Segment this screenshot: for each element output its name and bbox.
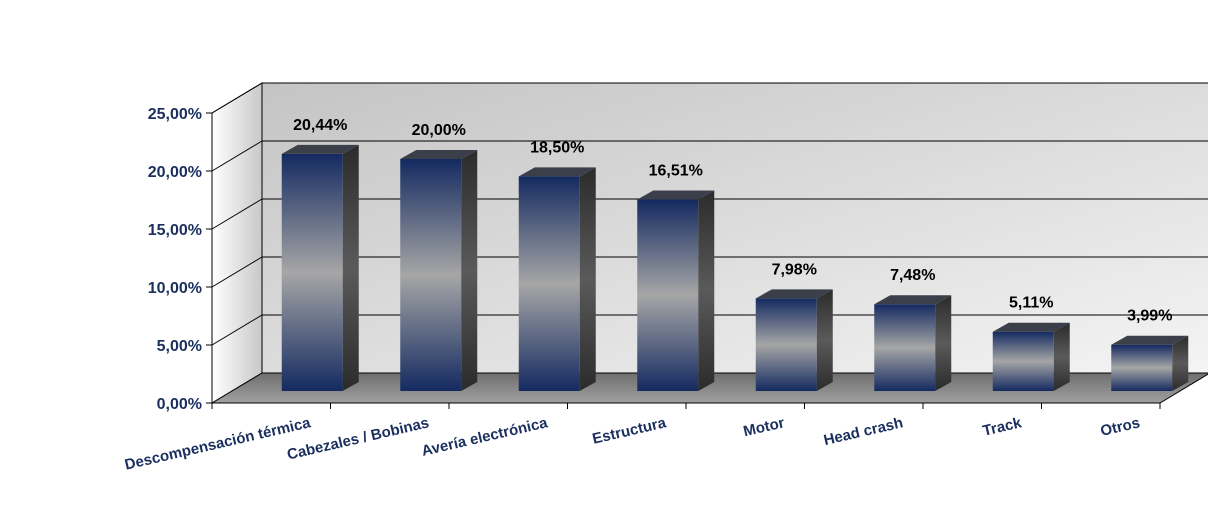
- data-label: 3,99%: [1127, 308, 1172, 325]
- bar-top: [992, 322, 1070, 332]
- data-label: 18,50%: [530, 139, 584, 156]
- bar-side: [698, 190, 715, 391]
- data-label: 20,44%: [293, 117, 347, 134]
- x-tick-label: Head crash: [822, 414, 905, 449]
- bar-side: [816, 289, 833, 391]
- y-tick-label: 15,00%: [148, 222, 202, 239]
- bar-side: [461, 150, 478, 391]
- y-tick-label: 0,00%: [157, 396, 202, 413]
- bar-top: [637, 190, 715, 200]
- bar-front: [1111, 344, 1173, 391]
- bar-top: [518, 167, 596, 177]
- bar: [400, 150, 478, 391]
- bar-top: [281, 144, 359, 154]
- bar-front: [400, 159, 462, 391]
- data-label: 7,48%: [890, 267, 935, 284]
- bar-top: [755, 289, 833, 299]
- bar-side: [579, 167, 596, 391]
- bar-front: [281, 153, 343, 391]
- x-tick-label: Track: [981, 414, 1024, 440]
- grid-lines: [211, 82, 1208, 346]
- bar: [992, 322, 1070, 391]
- bar-side: [1053, 322, 1070, 391]
- bars: [281, 144, 1189, 391]
- x-tick-label: Estructura: [591, 414, 669, 448]
- bar-front: [637, 199, 699, 391]
- gridline-side: [211, 314, 263, 346]
- y-tick-label: 25,00%: [148, 106, 202, 123]
- bar-front: [992, 331, 1054, 391]
- data-label: 5,11%: [1009, 295, 1053, 312]
- gridline-side: [211, 256, 263, 288]
- bar-front: [874, 304, 936, 391]
- bar-top: [1111, 335, 1189, 345]
- axes: [206, 112, 1161, 409]
- bar: [1111, 335, 1189, 391]
- data-labels: 20,44% 20,00% 18,50% 16,51% 7,98% 7,48% 5,11% 3…: [293, 117, 1172, 325]
- bar-side: [342, 144, 359, 391]
- bar-top: [400, 150, 478, 159]
- y-tick-label: 5,00%: [157, 338, 202, 355]
- side-wall: [211, 82, 263, 404]
- y-tick-label: 20,00%: [148, 164, 202, 181]
- bar: [874, 295, 952, 391]
- x-tick-label: Avería electrónica: [420, 414, 550, 460]
- x-tick-label: Descompensación térmica: [123, 414, 313, 473]
- gridline-side: [211, 82, 263, 114]
- bar-front: [755, 298, 817, 391]
- bar: [637, 190, 715, 391]
- gridline-side: [211, 198, 263, 230]
- bar: [518, 167, 596, 391]
- data-label: 16,51%: [649, 162, 703, 179]
- bar: [281, 144, 359, 391]
- y-axis-tick-labels: 0,00% 5,00% 10,00% 15,00% 20,00% 25,00%: [148, 106, 202, 413]
- data-label: 20,00%: [412, 122, 466, 139]
- bar: [755, 289, 833, 391]
- y-tick-label: 10,00%: [148, 280, 202, 297]
- data-label: 7,98%: [772, 261, 817, 278]
- bar-side: [1172, 335, 1189, 391]
- bar-side: [935, 295, 952, 391]
- bar-top: [874, 295, 952, 305]
- gridline-side: [211, 140, 263, 172]
- bar-front: [518, 176, 580, 391]
- x-tick-label: Otros: [1099, 414, 1142, 440]
- x-tick-label: Motor: [742, 414, 787, 440]
